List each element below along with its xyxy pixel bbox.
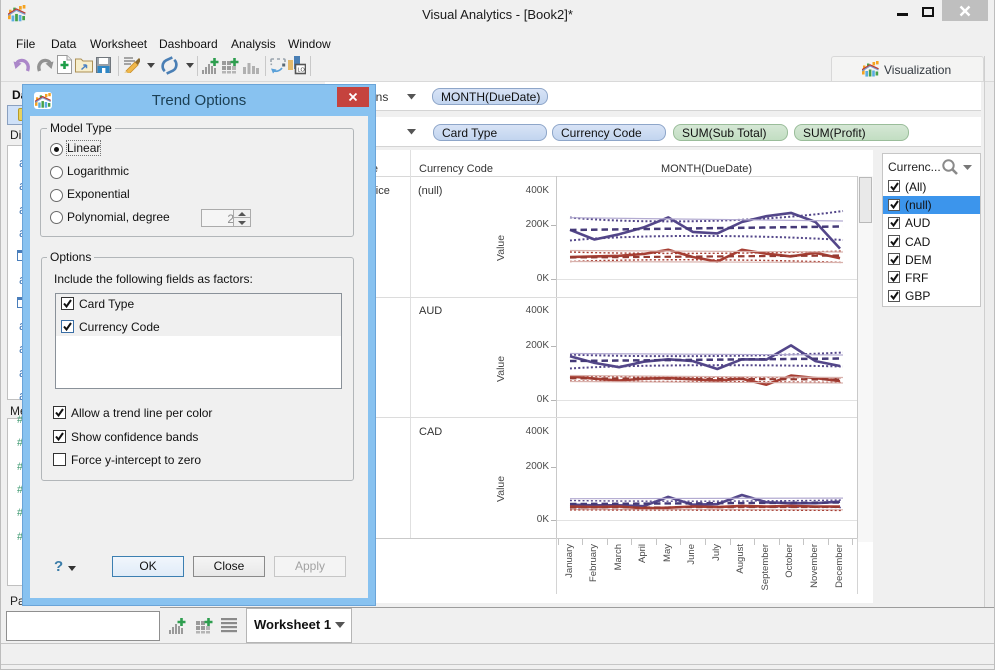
svg-text:LO: LO	[298, 68, 306, 74]
